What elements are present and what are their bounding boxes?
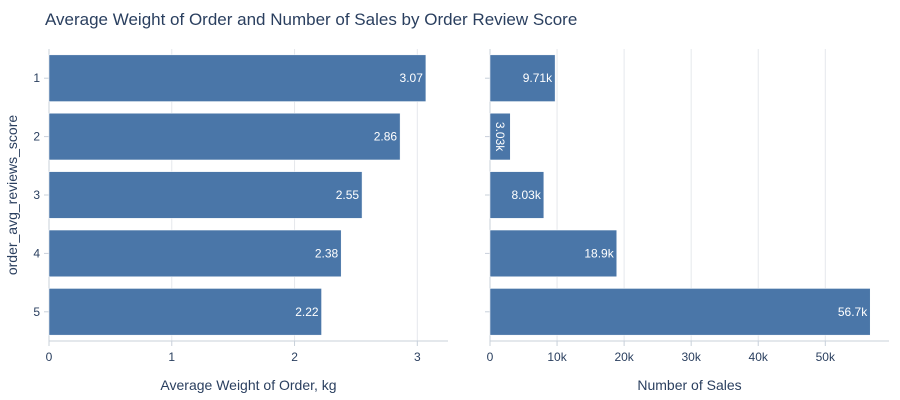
weight-bar-label: 2.22	[295, 305, 319, 319]
sales-x-tick-label: 10k	[547, 350, 567, 364]
y-axis-title-group: order_avg_reviews_score	[4, 115, 20, 276]
sales-bar	[489, 229, 617, 278]
sales-x-tick-label: 40k	[749, 350, 769, 364]
sales-bar	[489, 112, 511, 161]
y-axis-title: order_avg_reviews_score	[4, 115, 20, 276]
weight-bar-label: 2.38	[315, 246, 339, 260]
weight-bar	[48, 54, 427, 102]
sales-panel: 0 10k 20k 30k 40k 50k Number of Sales 9.71k 3.03…	[485, 49, 889, 393]
y-tick-label: 5	[33, 305, 40, 319]
weight-bar-label: 3.07	[400, 71, 424, 85]
sales-x-axis-title: Number of Sales	[637, 377, 741, 393]
y-tick-label: 1	[33, 71, 40, 85]
sales-x-tick-label: 0	[487, 350, 494, 364]
weight-bar	[48, 288, 322, 336]
weight-bar-label: 2.55	[336, 188, 360, 202]
weight-x-tick-label: 0	[46, 350, 53, 364]
sales-bar-label: 56.7k	[838, 305, 868, 319]
sales-x-tick-label: 30k	[681, 350, 701, 364]
sales-bar-label: 3.03k	[493, 122, 507, 152]
weight-bar	[48, 171, 363, 219]
sales-x-tick-label: 20k	[614, 350, 634, 364]
weight-x-tick-label: 2	[291, 350, 298, 364]
sales-bar	[489, 54, 556, 102]
sales-bar	[489, 288, 871, 336]
weight-x-tick-label: 3	[414, 350, 421, 364]
sales-bar	[489, 171, 545, 219]
y-tick-label: 4	[33, 246, 40, 260]
sales-bar-label: 8.03k	[511, 188, 541, 202]
sales-bar-label: 18.9k	[584, 246, 614, 260]
y-tick-label: 2	[33, 130, 40, 144]
sales-x-tick-label: 50k	[816, 350, 836, 364]
weight-bar	[48, 112, 401, 161]
weight-panel: 0 1 2 3 Average Weight of Order, kg 1 2 3 4 5 3.07…	[33, 49, 448, 393]
weight-bar	[48, 229, 342, 278]
y-tick-label: 3	[33, 188, 40, 202]
chart-title: Average Weight of Order and Number of Sa…	[45, 10, 577, 29]
weight-bar-label: 2.86	[374, 130, 398, 144]
weight-x-tick-label: 1	[168, 350, 175, 364]
sales-bar-label: 9.71k	[523, 71, 553, 85]
weight-x-axis-title: Average Weight of Order, kg	[160, 377, 336, 393]
